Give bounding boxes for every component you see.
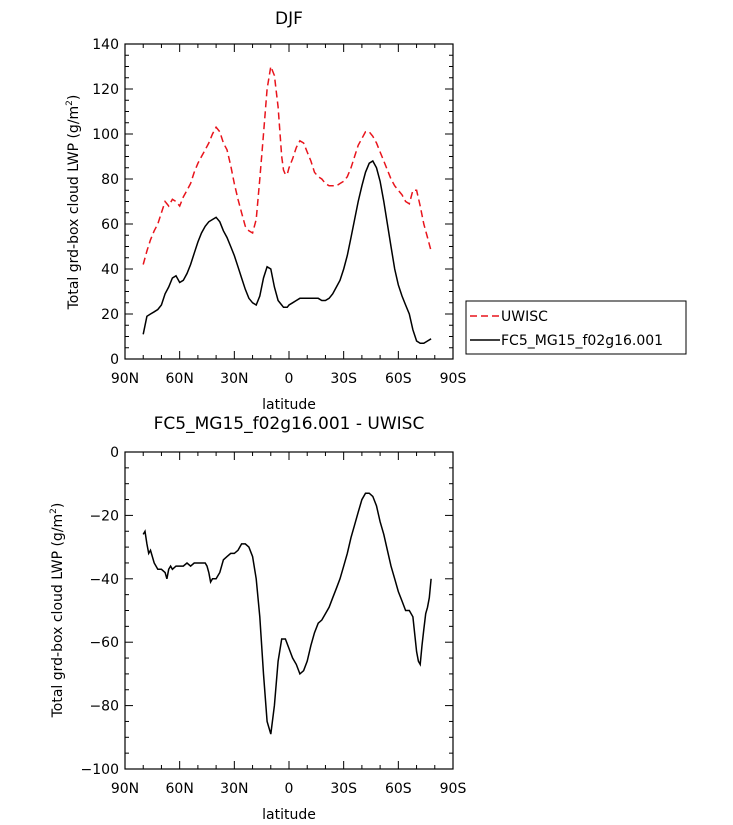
x-tick-label: 60S [385,371,412,387]
top-x-axis-label: latitude [262,397,316,413]
legend: UWISC FC5_MG15_f02g16.001 [465,300,687,355]
x-tick-label: 90N [111,371,139,387]
bottom-chart-title: FC5_MG15_f02g16.001 - UWISC [154,414,425,434]
y-tick-label: −80 [89,699,119,715]
top-series-uwisc-line [142,63,432,265]
y-tick-label: −100 [81,762,119,778]
top-y-tick-labels: 0 20 40 60 80 100 120 140 [92,37,119,368]
legend-label-uwisc: UWISC [501,309,548,325]
y-tick-label: −20 [89,508,119,524]
x-tick-label: 0 [285,371,294,387]
y-tick-label: 40 [101,262,119,278]
bottom-plot-frame [124,451,454,770]
y-tick-label: 20 [101,307,119,323]
top-chart: DJF 90N 60N 30N 0 30S 60S 90S 0 20 40 60 80 100 120 1… [65,9,466,413]
y-tick-label: 100 [92,127,119,143]
legend-box [465,300,687,355]
x-tick-label: 0 [285,781,294,797]
y-tick-label: −60 [89,635,119,651]
top-y-axis-label: Total grd-box cloud LWP (g/m2) [65,95,82,311]
y-tick-label: 60 [101,217,119,233]
y-tick-label: 80 [101,172,119,188]
y-tick-label: 0 [110,352,119,368]
top-x-tick-labels: 90N 60N 30N 0 30S 60S 90S [111,371,467,387]
x-tick-label: 30N [220,371,248,387]
bottom-y-tick-labels: −100 −80 −60 −40 −20 0 [81,445,119,778]
y-tick-label: 140 [92,37,119,53]
x-tick-label: 60N [166,371,194,387]
bottom-chart: FC5_MG15_f02g16.001 - UWISC 90N 60N 30N 0 30… [49,414,466,823]
x-tick-label: 90N [111,781,139,797]
bottom-series-difference-line [142,492,432,735]
top-ticks [124,43,454,360]
bottom-y-axis-label: Total grd-box cloud LWP (g/m2) [49,503,66,719]
bottom-x-axis-label: latitude [262,807,316,823]
bottom-x-tick-labels: 90N 60N 30N 0 30S 60S 90S [111,781,467,797]
y-tick-label: 0 [110,445,119,461]
top-chart-title: DJF [275,9,303,29]
y-tick-label: −40 [89,572,119,588]
x-tick-label: 60N [166,781,194,797]
top-series-model-line [142,159,432,345]
x-tick-label: 30N [220,781,248,797]
x-tick-label: 60S [385,781,412,797]
x-tick-label: 30S [330,371,357,387]
x-tick-label: 90S [440,371,467,387]
x-tick-label: 90S [440,781,467,797]
x-tick-label: 30S [330,781,357,797]
bottom-ticks [124,451,454,770]
y-tick-label: 120 [92,82,119,98]
legend-label-model: FC5_MG15_f02g16.001 [501,333,663,349]
top-plot-frame [124,43,454,360]
